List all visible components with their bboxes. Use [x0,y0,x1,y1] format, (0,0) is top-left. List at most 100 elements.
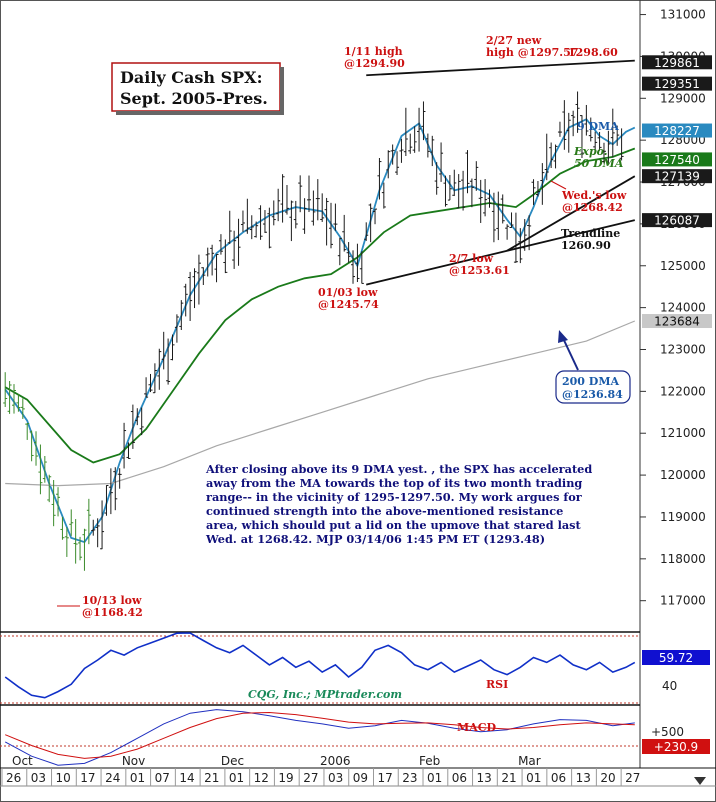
x-tick-label: 27 [625,771,640,785]
rsi-value-tag [642,650,710,665]
commentary-line-5: area, which should put a lid on the upmo… [206,518,582,532]
annotation-wed-low-l2: @1268.42 [562,201,623,214]
x-tick-label: 10 [56,771,71,785]
arrow-200dma-head [558,330,568,343]
month-label: Nov [122,754,145,768]
x-tick-label: 03 [31,771,46,785]
x-tick-label: 09 [353,771,368,785]
y-tick-label: 117000 [660,594,706,608]
rsi-line [4,632,636,699]
annotation-expo50-l2: 50 DMA [574,157,624,170]
annotation-jan3-low-l1: 01/03 low [318,286,378,299]
price-tag-label: 123684 [654,315,700,329]
rsi-tick-40: 40 [662,679,677,693]
x-tick-label: 24 [105,771,120,785]
x-tick-label: 17 [377,771,392,785]
rsi-panel [4,632,636,699]
macd-tick-500: +500 [651,725,684,739]
y-tick-label: 121000 [660,426,706,440]
price-tags: 129861 129351 128227 127540 127139 126087 1236… [642,55,712,329]
x-tick-label: 20 [600,771,615,785]
macd-value-text: +230.9 [654,740,698,754]
x-tick-label: 06 [452,771,467,785]
x-tick-label: 19 [278,771,293,785]
title-box [111,62,281,112]
price-bars [3,91,624,571]
month-label: Mar [518,754,541,768]
arrow-200dma-shaft [561,335,579,371]
y-tick-label: 131000 [660,8,706,22]
trendline-upper-resistance [366,59,635,77]
commentary-line-2: away from the MA towards the top of its … [206,476,582,490]
price-tag [642,169,712,184]
x-tick-label: 13 [576,771,591,785]
annotation-oct13-low-l1: 10/13 low [82,594,142,607]
annotation-feb27-high-l3: 1298.60 [568,46,618,59]
source-credit: CQG, Inc.; MPtrader.com [248,688,402,701]
trendline-steep-trendline [506,175,636,252]
x-tick-label: 21 [501,771,516,785]
annotation-feb7-low-l2: @1253.61 [449,264,510,277]
price-tag [642,213,712,228]
rsi-value-text: 59.72 [659,651,693,665]
box-200dma [555,370,631,404]
y-tick-label: 124000 [660,301,706,315]
x-tick-label: 01 [526,771,541,785]
x-tick-label: 12 [254,771,269,785]
price-tag [642,152,712,167]
annotation-expo50-l1: Expo. [573,145,608,158]
annotation-200dma-l2: @1236.84 [562,388,623,401]
x-tick-label: 01 [229,771,244,785]
trendline-lower-trendline [366,219,636,286]
annotation-wed-low-l1: Wed.'s low [561,189,627,202]
annotation-feb27-high-l1: 2/27 new [486,34,542,47]
month-label: Feb [419,754,440,768]
y-tick-label: 125000 [660,259,706,273]
scroll-down-icon[interactable] [694,777,706,785]
macd-line-signal [5,711,635,759]
price-tag [642,123,712,138]
price-tag-label: 129351 [654,77,700,91]
annotation-oct13-low-l2: @1168.42 [82,606,143,619]
x-tick-label: 26 [6,771,21,785]
axis-column [640,1,715,801]
x-tick-label: 21 [204,771,219,785]
annotation-200dma-l1: 200 DMA [562,375,620,388]
macd-panel [4,709,635,766]
price-tag [642,76,712,91]
commentary-line-3: range-- in the vicinity of 1295-1297.50.… [206,490,583,504]
commentary-line-1: After closing above its 9 DMA yest. , th… [205,462,592,476]
x-tick-label: 23 [402,771,417,785]
y-tick-label: 122000 [660,384,706,398]
macd-line-macd [4,709,635,766]
macd-value-tag [642,739,710,754]
y-tick-label: 129000 [660,91,706,105]
x-tick-label: 03 [328,771,343,785]
month-label: Dec [221,754,244,768]
x-tick-label: 06 [551,771,566,785]
title-box-shadow-b [116,111,282,115]
annotation-feb27-high-l2: high @1297.57 [486,46,578,59]
ma-line-expo-50-dma [4,147,636,464]
x-tick-label: 01 [427,771,442,785]
commentary-line-4: continued strength into the above-mentio… [206,504,563,518]
trendlines [366,59,636,286]
price-tag [642,55,712,70]
price-tag-label: 128227 [654,124,700,138]
y-tick-label: 118000 [660,552,706,566]
commentary-line-6: Wed. at 1268.42. MJP 03/14/06 1:45 PM ET… [205,532,545,546]
y-tick-label: 120000 [660,468,706,482]
month-label: 2006 [320,754,351,768]
annotation-trendline-l2: 1260.90 [561,239,611,252]
annotation-9dma: 9 DMA [577,120,619,133]
y-tick-label: 119000 [660,510,706,524]
price-tag-label: 126087 [654,214,700,228]
price-tag-label: 129861 [654,56,700,70]
chart-title-line-1: Daily Cash SPX: [120,68,262,87]
y-tick-label: 123000 [660,342,706,356]
x-tick-label: 13 [477,771,492,785]
price-tag-label: 127139 [654,170,700,184]
price-tag-label: 127540 [654,153,700,167]
